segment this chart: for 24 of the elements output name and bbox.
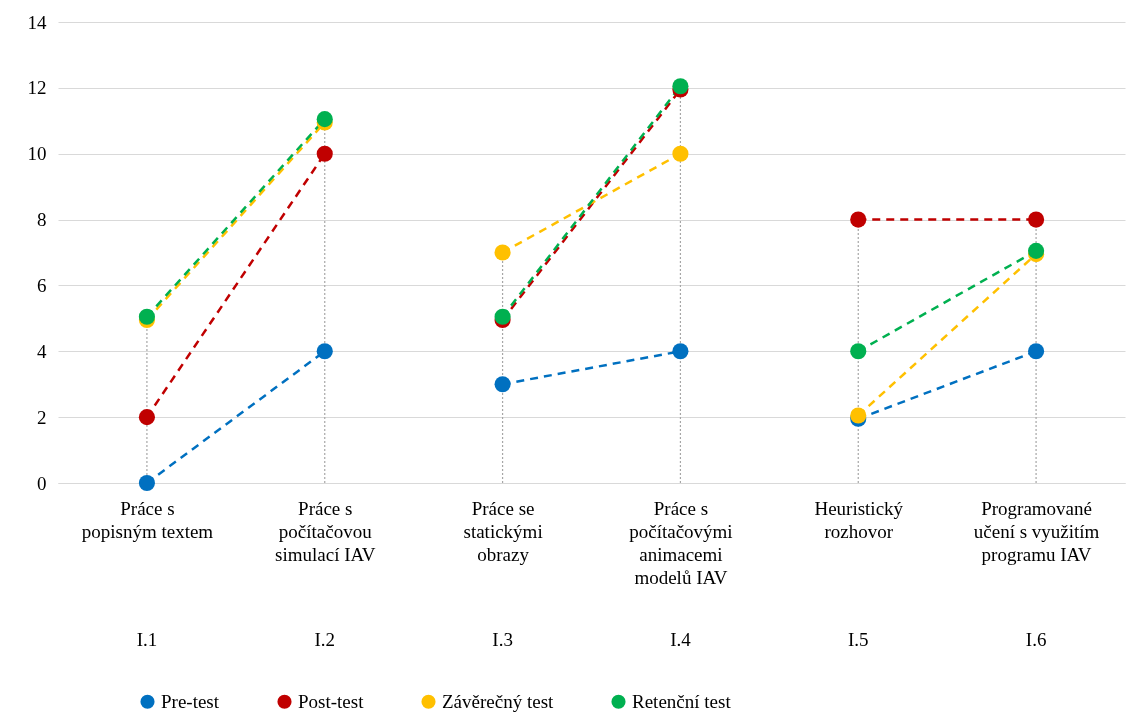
x-tick-label: Práce se statickými obrazy — [463, 497, 543, 565]
text: I.2 — [314, 629, 336, 650]
legend-label: Post-test — [298, 690, 365, 712]
x-tick-label: Heuristický rozhovor — [814, 497, 904, 542]
y-tick-label: 6 — [37, 274, 47, 296]
y-tick-label: 10 — [27, 143, 47, 165]
text: I.4 — [670, 629, 692, 650]
y-tick-label: 14 — [27, 11, 47, 33]
legend-label: Závěrečný test — [442, 690, 555, 712]
text: I.3 — [492, 629, 513, 650]
x-tick-label: Práce s počítačovou simulací IAV — [275, 497, 376, 565]
y-tick-label: 8 — [37, 209, 47, 231]
y-tick-label: 0 — [37, 472, 47, 494]
text: I.1 — [136, 629, 158, 650]
legend-label: Pre-test — [161, 690, 220, 712]
text: I.5 — [847, 629, 869, 650]
y-tick-label: 4 — [37, 340, 47, 362]
text: I.6 — [1025, 629, 1047, 650]
y-tick-label: 2 — [37, 406, 47, 428]
legend-label: Retenční test — [632, 690, 732, 712]
x-tick-label: Práce s popisným textem — [81, 497, 214, 542]
x-tick-label: Práce s počítačovými animacemi modelů IAV — [629, 497, 733, 588]
x-tick-label: Programované učení s využitím programu IAV — [973, 497, 1100, 565]
y-tick-label: 12 — [27, 77, 47, 99]
